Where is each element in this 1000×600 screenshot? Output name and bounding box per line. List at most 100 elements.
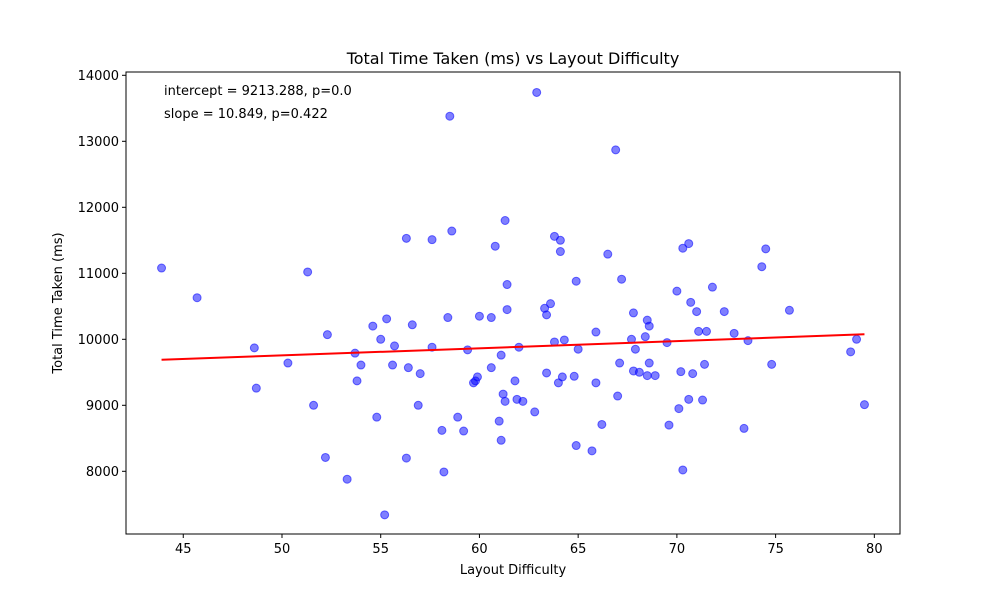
data-point: [453, 412, 463, 422]
data-point: [502, 280, 512, 290]
data-point: [692, 307, 702, 317]
y-tick-label: 11000: [78, 267, 119, 282]
x-tick-label: 75: [767, 542, 784, 557]
data-point: [662, 338, 672, 348]
data-point: [322, 330, 332, 340]
data-point: [486, 313, 496, 323]
y-tick-label: 8000: [86, 465, 119, 480]
data-point: [761, 244, 771, 254]
data-point: [707, 282, 717, 292]
data-point: [510, 376, 520, 386]
data-point: [613, 391, 623, 401]
data-point: [413, 400, 423, 410]
data-point: [674, 404, 684, 414]
data-point: [502, 305, 512, 315]
y-tick-label: 12000: [78, 201, 119, 216]
data-point: [494, 416, 504, 426]
data-point: [437, 425, 447, 435]
data-point: [376, 334, 386, 344]
data-point: [532, 87, 542, 97]
data-point: [490, 241, 500, 251]
data-point: [628, 308, 638, 318]
data-point: [642, 371, 652, 381]
data-point: [342, 474, 352, 484]
data-point: [447, 226, 457, 236]
y-tick-label: 13000: [78, 135, 119, 150]
data-point: [518, 396, 528, 406]
data-point: [372, 412, 382, 422]
data-point: [684, 239, 694, 249]
data-point: [739, 423, 749, 433]
data-point: [603, 249, 613, 259]
data-point: [459, 426, 469, 436]
x-tick-label: 45: [175, 542, 192, 557]
data-point: [757, 262, 767, 272]
data-point: [352, 376, 362, 386]
data-point: [597, 419, 607, 429]
y-tick-label: 9000: [86, 399, 119, 414]
data-point: [719, 307, 729, 317]
data-point: [496, 435, 506, 445]
x-tick-label: 70: [669, 542, 686, 557]
data-point: [498, 389, 508, 399]
x-tick-label: 50: [274, 542, 291, 557]
data-point: [617, 274, 627, 284]
data-point: [557, 372, 567, 382]
data-point: [573, 344, 583, 354]
data-point: [587, 446, 597, 456]
data-point: [380, 510, 390, 520]
data-point: [644, 358, 654, 368]
y-axis-label: Total Time Taken (ms): [51, 232, 66, 374]
data-point: [676, 367, 686, 377]
data-point: [702, 326, 711, 336]
data-point: [283, 358, 293, 368]
plot-content: 45 50 55 60 65 70 75 80 8000 9000 10000 11000 12000 1…: [78, 69, 883, 557]
data-point: [439, 467, 449, 477]
data-point: [403, 363, 413, 373]
x-tick-label: 80: [866, 542, 883, 557]
data-point: [644, 321, 654, 331]
data-point: [640, 332, 650, 342]
data-point: [542, 310, 552, 320]
intercept-annotation: intercept = 9213.288, p=0.0: [164, 84, 352, 99]
data-point: [320, 452, 330, 462]
data-point: [672, 286, 682, 296]
data-point: [846, 347, 856, 357]
data-point: [500, 396, 510, 406]
data-point: [852, 334, 862, 344]
data-point: [368, 321, 378, 331]
data-point: [463, 345, 473, 355]
data-point: [415, 369, 425, 379]
data-point: [486, 363, 496, 373]
y-tick-label: 10000: [78, 333, 119, 348]
data-point: [634, 367, 644, 377]
data-point: [615, 358, 625, 368]
data-point: [784, 305, 794, 315]
chart-title: Total Time Taken (ms) vs Layout Difficul…: [346, 49, 680, 68]
data-point: [684, 394, 694, 404]
data-point: [559, 335, 569, 345]
data-point: [542, 368, 552, 378]
data-point: [678, 243, 688, 253]
data-point: [303, 267, 313, 277]
data-point: [591, 327, 601, 337]
data-point: [309, 400, 319, 410]
data-point: [859, 400, 869, 410]
data-point: [700, 359, 710, 369]
data-point: [401, 233, 411, 243]
data-point: [443, 313, 453, 323]
data-point: [407, 320, 417, 330]
data-point: [249, 343, 259, 353]
data-point: [729, 328, 739, 338]
data-point: [474, 311, 484, 321]
data-point: [390, 341, 400, 351]
data-point: [767, 359, 777, 369]
data-point: [555, 247, 565, 257]
data-point: [388, 360, 398, 370]
data-point: [496, 350, 506, 360]
slope-annotation: slope = 10.849, p=0.422: [164, 107, 328, 122]
data-point: [650, 371, 660, 381]
data-point: [694, 326, 704, 336]
